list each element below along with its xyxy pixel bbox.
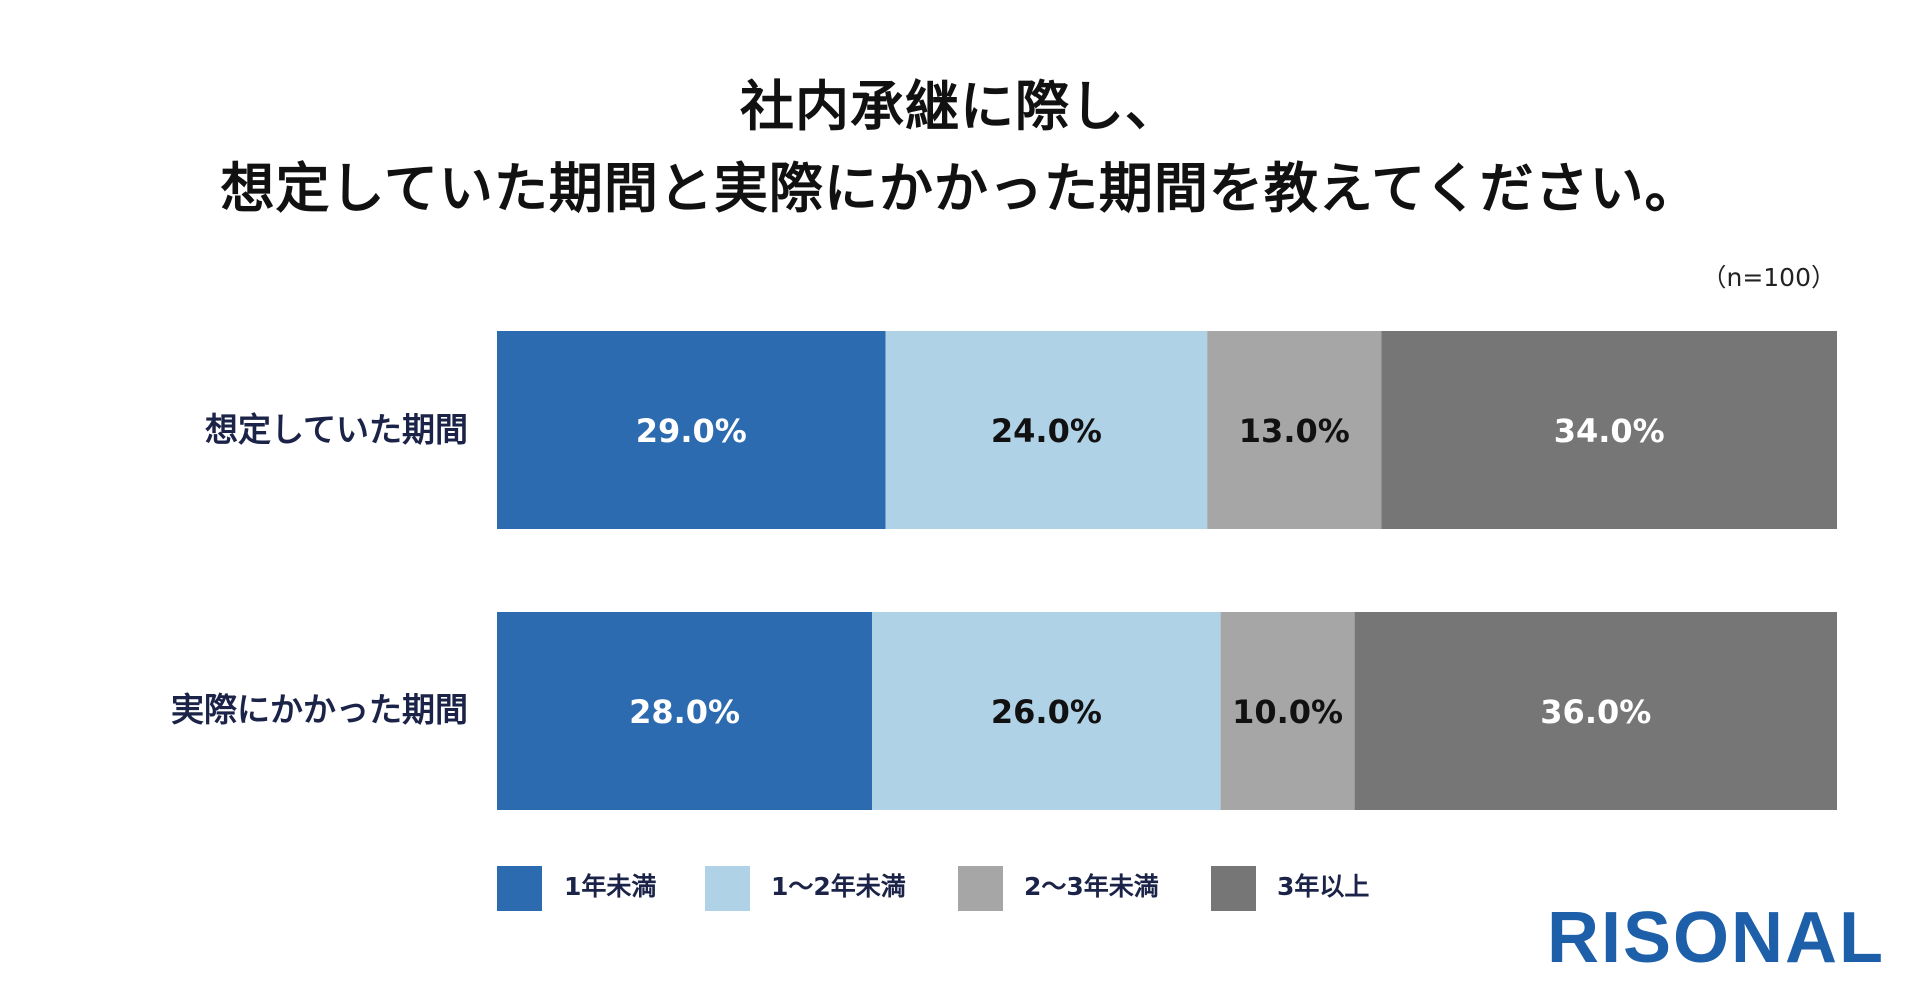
chart-title-line-1: 社内承継に際し、 bbox=[740, 75, 1180, 138]
data-label-expected-1-to-2-years: 24.0% bbox=[991, 412, 1102, 450]
bar-actual-3-years-or-more bbox=[1354, 612, 1837, 810]
bar-actual-2-to-3-years bbox=[1220, 612, 1355, 810]
data-label-actual-1-to-2-years: 26.0% bbox=[991, 693, 1102, 731]
data-label-actual-2-to-3-years: 10.0% bbox=[1232, 693, 1343, 731]
bar-expected-under-1-year bbox=[497, 331, 886, 529]
legend-swatch-3-years-or-more bbox=[1211, 866, 1256, 911]
legend-label-2-to-3-years: 2〜3年未満 bbox=[1024, 872, 1159, 901]
bar-expected-2-to-3-years bbox=[1207, 331, 1382, 529]
legend-label-3-years-or-more: 3年以上 bbox=[1277, 872, 1370, 901]
legend-label-under-1-year: 1年未満 bbox=[564, 872, 657, 901]
category-label-actual: 実際にかかった期間 bbox=[171, 690, 468, 729]
data-label-expected-under-1-year: 29.0% bbox=[636, 412, 747, 450]
data-label-expected-2-to-3-years: 13.0% bbox=[1239, 412, 1350, 450]
bar-expected-1-to-2-years bbox=[885, 331, 1208, 529]
sample-size-note: （n=100） bbox=[1701, 263, 1836, 292]
category-label-expected: 想定していた期間 bbox=[204, 410, 468, 449]
legend-swatch-2-to-3-years bbox=[958, 866, 1003, 911]
bar-actual-under-1-year bbox=[497, 612, 873, 810]
risonal-logo: RISONAL bbox=[1547, 898, 1885, 978]
legend-label-1-to-2-years: 1〜2年未満 bbox=[771, 872, 906, 901]
legend-swatch-under-1-year bbox=[497, 866, 542, 911]
data-label-actual-under-1-year: 28.0% bbox=[629, 693, 740, 731]
legend-swatch-1-to-2-years bbox=[705, 866, 750, 911]
data-label-expected-3-years-or-more: 34.0% bbox=[1554, 412, 1665, 450]
chart-title-line-2: 想定していた期間と実際にかかった期間を教えてください。 bbox=[220, 157, 1700, 220]
bar-expected-3-years-or-more bbox=[1381, 331, 1837, 529]
bar-actual-1-to-2-years bbox=[872, 612, 1221, 810]
data-label-actual-3-years-or-more: 36.0% bbox=[1540, 693, 1651, 731]
